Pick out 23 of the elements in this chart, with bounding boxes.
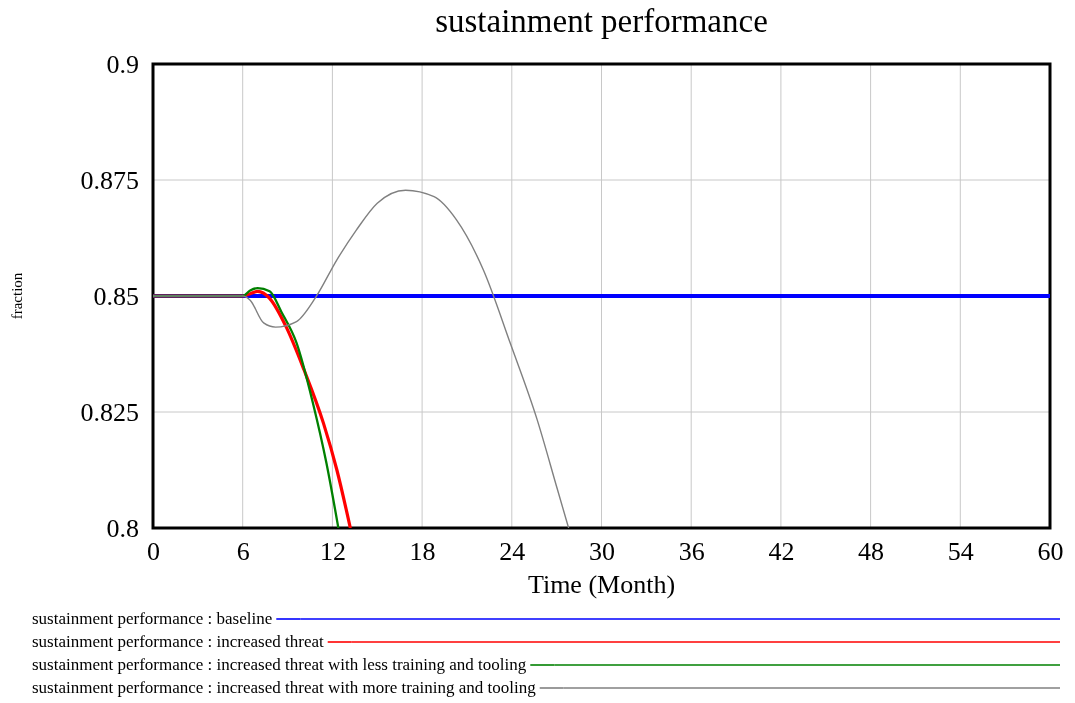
y-tick-label: 0.9 bbox=[106, 49, 139, 79]
x-tick-label: 24 bbox=[499, 537, 526, 567]
x-tick-label: 30 bbox=[589, 537, 615, 567]
y-tick-label: 0.875 bbox=[80, 165, 139, 195]
legend-label: sustainment performance : increased threat with less training and tooling bbox=[32, 655, 527, 674]
y-tick-label: 0.85 bbox=[93, 281, 139, 311]
x-tick-label: 12 bbox=[319, 537, 346, 567]
legend-label: sustainment performance : increased threat bbox=[32, 632, 324, 651]
x-tick-label: 0 bbox=[147, 537, 160, 567]
x-tick-label: 42 bbox=[768, 537, 795, 567]
legend-label: sustainment performance : baseline bbox=[32, 609, 273, 628]
x-tick-label: 48 bbox=[858, 537, 885, 567]
x-tick-label: 60 bbox=[1037, 537, 1064, 567]
x-tick-label: 54 bbox=[947, 537, 974, 567]
chart-title: sustainment performance bbox=[435, 3, 768, 39]
x-axis-title: Time (Month) bbox=[527, 570, 676, 599]
legend-label: sustainment performance : increased threat with more training and tooling bbox=[32, 678, 537, 697]
y-axis-title: fraction bbox=[9, 272, 25, 320]
x-tick-label: 6 bbox=[236, 537, 250, 567]
y-tick-label: 0.825 bbox=[80, 397, 139, 427]
x-tick-label: 36 bbox=[678, 537, 705, 567]
y-tick-label: 0.8 bbox=[106, 513, 139, 543]
x-tick-label: 18 bbox=[409, 537, 436, 567]
